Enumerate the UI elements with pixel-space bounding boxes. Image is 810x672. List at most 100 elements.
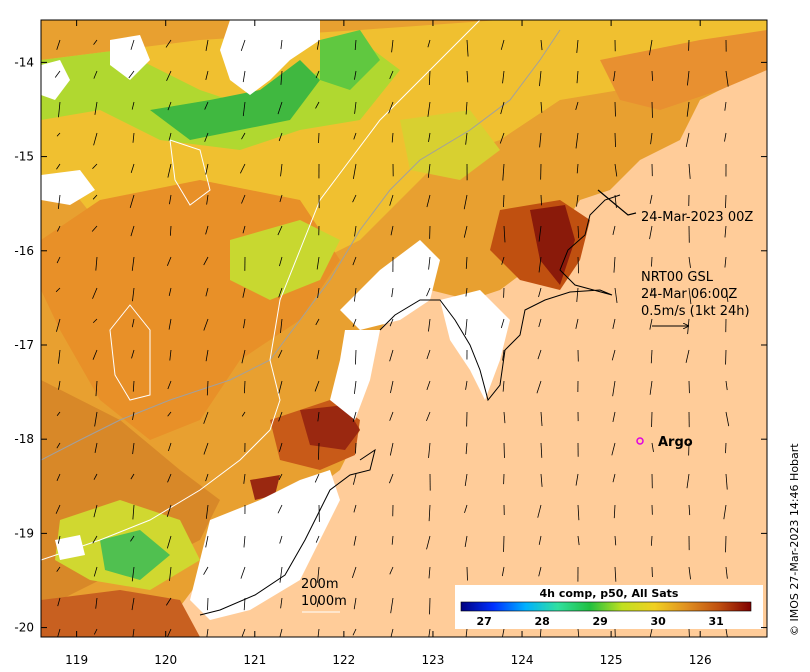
current-vector	[576, 287, 579, 302]
current-vector	[576, 70, 579, 84]
current-vector	[243, 597, 246, 611]
current-vector	[56, 256, 61, 264]
current-vector	[686, 473, 690, 489]
current-vector	[426, 380, 431, 391]
current-vector	[651, 70, 654, 81]
current-vector	[540, 411, 543, 427]
current-vector	[203, 256, 209, 266]
current-vector	[279, 628, 283, 637]
current-vector	[725, 380, 728, 391]
current-vector	[649, 194, 653, 204]
current-vector	[575, 101, 579, 110]
current-vector	[650, 287, 653, 297]
plot-frame	[40, 19, 768, 638]
current-vector	[280, 318, 283, 334]
current-vector	[577, 535, 580, 546]
current-vector	[56, 163, 61, 170]
current-vector	[241, 194, 246, 204]
current-vector	[464, 535, 468, 548]
current-vector	[278, 411, 283, 422]
current-vector	[685, 349, 690, 363]
current-vector	[540, 473, 543, 487]
current-vector	[129, 194, 135, 209]
current-vector	[241, 411, 246, 417]
current-vector	[132, 380, 135, 392]
current-vector	[612, 380, 616, 397]
current-vector	[353, 535, 357, 546]
current-vector	[575, 132, 579, 149]
current-vector	[651, 442, 654, 452]
current-vector	[353, 504, 357, 513]
current-vector	[93, 504, 98, 518]
current-vector	[351, 566, 357, 578]
current-vector	[650, 349, 653, 364]
current-vector	[95, 380, 98, 397]
current-vector	[316, 256, 320, 270]
current-vector	[243, 535, 246, 548]
current-vector	[428, 318, 431, 332]
current-vector	[465, 318, 468, 336]
current-vector	[169, 194, 172, 205]
current-vector	[131, 101, 135, 110]
y-tick-label: -20	[14, 621, 34, 635]
x-tick-label: 125	[600, 653, 623, 667]
current-vector	[577, 256, 580, 274]
cloud-mask	[41, 20, 510, 620]
current-vector	[314, 473, 320, 483]
current-vector	[168, 318, 172, 330]
current-vector	[685, 132, 690, 148]
current-vector	[317, 566, 320, 583]
current-vector	[92, 194, 98, 200]
current-vector	[166, 535, 172, 549]
axis-ticks: 119 120 121 122 123 124 125 126 -14 -15 -16 -17 -18 -…	[14, 20, 767, 667]
current-vector	[239, 163, 246, 174]
current-vectors	[54, 39, 730, 637]
current-vector	[614, 566, 617, 582]
current-vector	[242, 101, 246, 117]
current-vector	[538, 256, 542, 273]
current-vector	[353, 132, 357, 140]
y-tick-label: -16	[14, 244, 34, 258]
current-vector	[354, 39, 357, 51]
current-vector	[650, 132, 653, 145]
current-vector	[205, 349, 209, 362]
current-vector	[242, 70, 246, 83]
current-vector	[352, 194, 357, 203]
current-vector	[427, 101, 431, 117]
y-tick-label: -15	[14, 150, 34, 164]
current-vector	[428, 256, 431, 270]
current-vector	[56, 473, 61, 481]
current-vector	[58, 380, 61, 390]
current-vector	[132, 628, 135, 637]
current-vector	[352, 256, 357, 266]
current-vector	[279, 535, 283, 544]
current-vector	[612, 473, 616, 483]
current-vector	[724, 132, 727, 142]
current-vector	[428, 504, 431, 522]
current-vector	[688, 628, 690, 637]
current-vector	[465, 256, 468, 269]
current-vector	[688, 287, 692, 305]
current-vector	[280, 597, 283, 609]
y-tick-label: -17	[14, 338, 34, 352]
colorbar-title: 4h comp, p50, All Sats	[540, 587, 679, 600]
current-vector	[390, 628, 394, 637]
current-vector	[166, 70, 172, 81]
x-tick-label: 122	[332, 653, 355, 667]
x-tick-label: 126	[689, 653, 712, 667]
current-vector	[278, 473, 283, 480]
current-vector	[538, 318, 542, 328]
current-vector	[576, 163, 579, 174]
current-vector	[389, 70, 394, 80]
current-vector	[56, 566, 61, 572]
current-vector	[352, 318, 357, 327]
current-vector	[426, 194, 431, 208]
current-vector	[241, 349, 246, 364]
isobath-1000-label: 1000m	[301, 594, 347, 609]
current-vector	[391, 535, 394, 545]
argo-marker	[636, 437, 644, 445]
current-vector	[649, 380, 653, 395]
current-vector	[56, 39, 61, 50]
current-vector	[278, 287, 283, 298]
current-vector	[132, 411, 135, 421]
